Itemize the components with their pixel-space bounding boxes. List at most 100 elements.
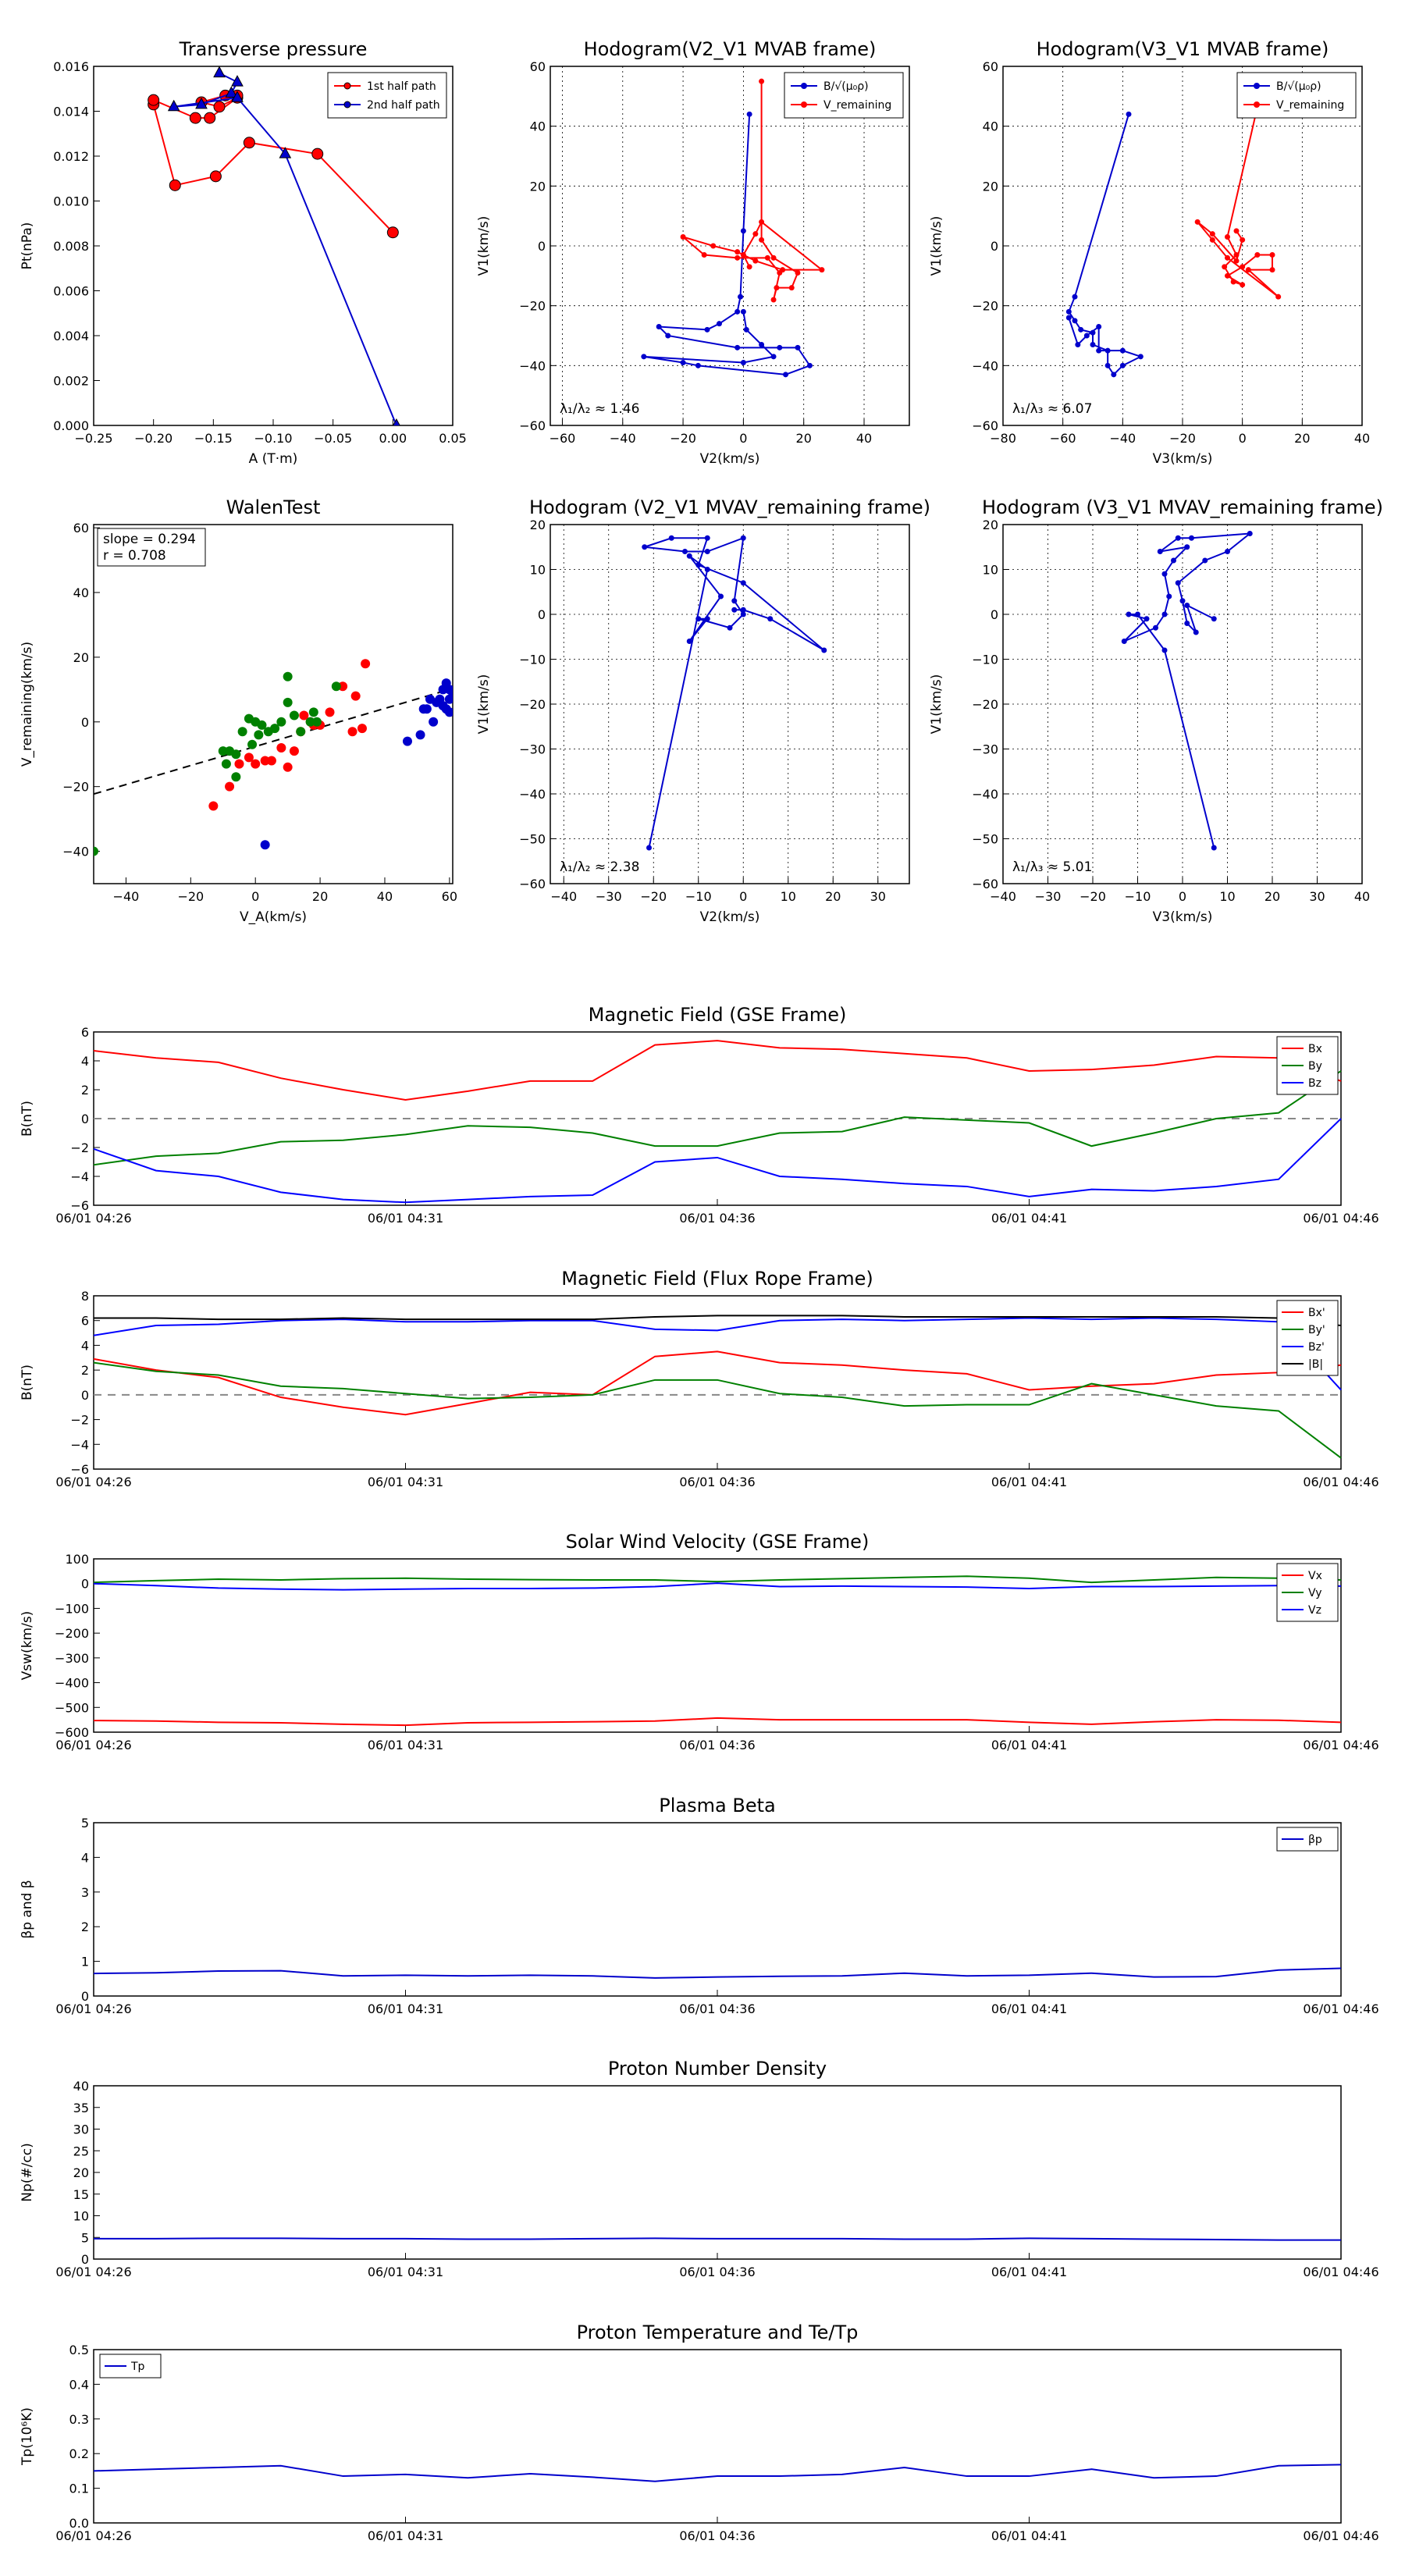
data-point [425, 694, 435, 704]
data-point [1121, 639, 1127, 644]
data-point [283, 697, 293, 707]
data-point [350, 691, 361, 701]
y-tick-label: −600 [55, 1725, 89, 1740]
x-tick-label: 06/01 04:36 [679, 1738, 755, 1752]
x-tick-label: 06/01 04:31 [368, 2528, 443, 2543]
data-point [759, 78, 765, 84]
data-point [1065, 315, 1072, 321]
y-tick-label: 0.000 [53, 418, 89, 433]
y-tick-label: 30 [73, 2122, 89, 2137]
data-point [1078, 326, 1084, 333]
data-point [656, 324, 662, 329]
y-tick-label: 0 [991, 239, 998, 254]
y-tick-label: −4 [70, 1169, 89, 1184]
data-point [777, 344, 783, 350]
data-point [740, 360, 746, 365]
y-tick-label: −30 [972, 742, 998, 757]
y-tick-label: −500 [55, 1700, 89, 1715]
data-point [1189, 535, 1194, 541]
x-tick-label: 06/01 04:46 [1303, 1211, 1378, 1226]
data-point [682, 549, 688, 554]
y-tick-label: −4 [70, 1437, 89, 1452]
data-point [325, 707, 335, 717]
y-axis-label: V1(km/s) [476, 674, 492, 735]
x-tick-label: 06/01 04:26 [55, 1738, 131, 1752]
data-point [759, 237, 765, 243]
x-axis-label: V2(km/s) [700, 909, 760, 925]
y-tick-label: 20 [73, 2165, 89, 2180]
x-tick-label: −10 [1125, 889, 1151, 904]
y-tick-label: 20 [983, 179, 998, 194]
legend-label: 1st half path [367, 80, 436, 93]
x-tick-label: −60 [1050, 431, 1076, 446]
data-point [1225, 234, 1230, 240]
chart-np: Proton Number Density Np(#/cc) 06/01 04:26… [20, 2058, 1379, 2279]
data-point [738, 294, 744, 300]
y-tick-label: 0.2 [69, 2446, 89, 2461]
data-point [646, 845, 652, 851]
data-point [704, 549, 710, 554]
data-point [740, 535, 746, 541]
series-line [93, 1350, 1342, 1416]
data-point [260, 756, 270, 766]
y-tick-label: −40 [519, 358, 546, 373]
data-point [1209, 237, 1215, 243]
x-tick-label: 0.05 [439, 431, 467, 446]
x-tick-label: 20 [825, 889, 841, 904]
fit-line [94, 688, 453, 795]
chart-mag_fr: Magnetic Field (Flux Rope Frame) B(nT) 06/… [20, 1268, 1379, 1489]
data-point [94, 846, 98, 856]
legend-marker [343, 82, 351, 90]
x-tick-label: 06/01 04:36 [679, 1475, 755, 1489]
x-tick-label: −0.05 [314, 431, 352, 446]
data-point [806, 362, 813, 368]
data-point [169, 179, 181, 191]
series-line [93, 1582, 1342, 1591]
chart-title: Solar Wind Velocity (GSE Frame) [566, 1531, 870, 1553]
data-point [1137, 354, 1144, 360]
x-tick-label: 40 [856, 431, 872, 446]
y-tick-label: 60 [983, 59, 998, 74]
chart-title: WalenTest [226, 496, 321, 518]
y-tick-label: −2 [70, 1140, 89, 1155]
chart-h4: Hodogram (V3_V1 MVAV_remaining frame) V1(… [929, 496, 1383, 925]
x-tick-label: 06/01 04:46 [1303, 1738, 1378, 1752]
data-point [361, 659, 371, 669]
data-point [311, 148, 324, 160]
x-tick-label: 0.00 [379, 431, 407, 446]
x-tick-label: 20 [1294, 431, 1310, 446]
x-tick-label: 06/01 04:31 [368, 1475, 443, 1489]
y-tick-label: −200 [55, 1626, 89, 1641]
x-tick-label: 06/01 04:36 [679, 1211, 755, 1226]
data-point [740, 308, 746, 315]
data-point [231, 749, 241, 760]
legend-label: V_remaining [1276, 99, 1344, 112]
data-point [283, 671, 293, 681]
y-tick-label: 0.4 [69, 2377, 89, 2392]
data-point [331, 681, 341, 692]
data-point [418, 704, 429, 714]
data-point [276, 742, 286, 753]
data-point [783, 372, 789, 378]
y-tick-label: 0.002 [53, 374, 89, 389]
data-point [402, 736, 412, 746]
data-point [1184, 544, 1190, 550]
y-tick-label: −10 [519, 653, 546, 667]
x-tick-label: 06/01 04:26 [55, 2528, 131, 2543]
data-point [231, 772, 241, 782]
annotation-text: λ₁/λ₂ ≈ 2.38 [560, 859, 639, 875]
data-point [752, 258, 759, 264]
data-point [1222, 264, 1228, 270]
data-point [1209, 231, 1215, 237]
y-tick-label: 0 [81, 1989, 89, 2004]
legend-box [327, 72, 447, 119]
y-tick-label: 0 [81, 1112, 89, 1126]
data-point [1247, 531, 1253, 536]
x-tick-label: 06/01 04:41 [991, 2528, 1067, 2543]
annotation-text: λ₁/λ₂ ≈ 1.46 [560, 401, 639, 417]
y-tick-label: −60 [519, 418, 546, 433]
x-tick-label: 06/01 04:31 [368, 2265, 443, 2279]
data-point [695, 616, 702, 622]
x-tick-label: 06/01 04:26 [55, 2265, 131, 2279]
legend-marker [801, 101, 807, 108]
